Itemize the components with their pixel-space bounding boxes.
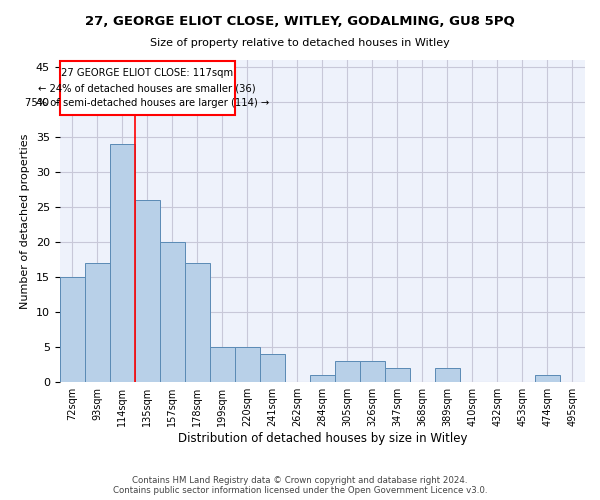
X-axis label: Distribution of detached houses by size in Witley: Distribution of detached houses by size … — [178, 432, 467, 445]
Text: Size of property relative to detached houses in Witley: Size of property relative to detached ho… — [150, 38, 450, 48]
Bar — [260, 354, 285, 382]
Bar — [310, 375, 335, 382]
FancyBboxPatch shape — [59, 62, 235, 114]
Bar — [385, 368, 410, 382]
Bar — [335, 361, 360, 382]
Bar — [85, 263, 110, 382]
Bar — [535, 375, 560, 382]
Bar — [185, 263, 210, 382]
Bar — [134, 200, 160, 382]
Bar — [110, 144, 134, 382]
Text: Contains HM Land Registry data © Crown copyright and database right 2024.
Contai: Contains HM Land Registry data © Crown c… — [113, 476, 487, 495]
Text: 27, GEORGE ELIOT CLOSE, WITLEY, GODALMING, GU8 5PQ: 27, GEORGE ELIOT CLOSE, WITLEY, GODALMIN… — [85, 15, 515, 28]
Bar — [235, 347, 260, 382]
Bar — [435, 368, 460, 382]
Bar — [360, 361, 385, 382]
Y-axis label: Number of detached properties: Number of detached properties — [20, 134, 30, 309]
Text: 27 GEORGE ELIOT CLOSE: 117sqm
← 24% of detached houses are smaller (36)
75% of s: 27 GEORGE ELIOT CLOSE: 117sqm ← 24% of d… — [25, 68, 269, 108]
Bar — [59, 277, 85, 382]
Bar — [210, 347, 235, 382]
Bar — [160, 242, 185, 382]
